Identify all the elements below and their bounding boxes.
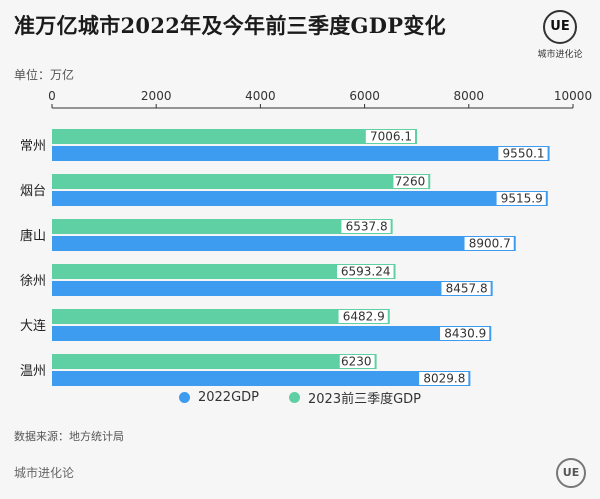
bar-2023-q3 xyxy=(52,219,393,234)
value-label-bg xyxy=(337,265,394,278)
value-label-bg xyxy=(393,175,429,188)
legend-swatch-2022 xyxy=(178,392,190,403)
value-label: 9550.1 xyxy=(503,147,545,161)
bar-2023-q3 xyxy=(52,129,418,144)
value-label-bg xyxy=(365,130,416,143)
bar-2023-q3 xyxy=(52,264,396,279)
bar-2022 xyxy=(52,146,550,161)
value-label: 6482.9 xyxy=(343,310,385,324)
value-label: 8029.8 xyxy=(423,372,465,386)
legend-item-2022: 2022GDP xyxy=(178,388,259,407)
bar-2023-q3 xyxy=(52,354,377,369)
category-label: 徐州 xyxy=(20,274,46,289)
bar-2022 xyxy=(52,236,516,251)
category-label: 大连 xyxy=(20,318,46,334)
value-label-bg xyxy=(496,192,546,205)
value-label: 6537.8 xyxy=(346,220,388,234)
bar-2022 xyxy=(52,326,492,341)
value-label: 8457.8 xyxy=(446,282,488,296)
bar-2023-q3 xyxy=(52,309,390,324)
value-label-bg xyxy=(440,327,490,340)
x-tick-label: 10000 xyxy=(554,89,592,103)
footer-logo-mark: UE xyxy=(556,458,586,488)
bar-2022 xyxy=(52,371,471,386)
value-label: 8900.7 xyxy=(469,237,511,251)
value-label-bg xyxy=(339,355,375,368)
legend-label-2023: 2023前三季度GDP xyxy=(308,392,422,407)
bar-2023-q3 xyxy=(52,174,431,189)
brand-logo-caption: 城市进化论 xyxy=(537,50,583,60)
chart-legend: 2022GDP 2023前三季度GDP xyxy=(0,388,600,407)
bar-chart: 0 2000 4000 6000 8000 10000 常州 7006.1 9550.1 烟台 72… xyxy=(20,89,592,386)
value-label-bg xyxy=(341,220,391,233)
value-label: 6593.24 xyxy=(341,265,391,279)
brand-logo-mark: UE xyxy=(543,10,577,44)
category-label: 唐山 xyxy=(20,228,46,244)
brand-logo: UE 城市进化论 xyxy=(529,10,591,60)
value-label: 7006.1 xyxy=(370,130,412,144)
legend-label-2022: 2022GDP xyxy=(197,390,259,405)
legend-swatch-2023 xyxy=(289,392,300,403)
x-tick-label: 8000 xyxy=(454,89,485,103)
value-label: 9515.9 xyxy=(501,192,543,206)
bar-2022 xyxy=(52,281,493,296)
legend-item-2023: 2023前三季度GDP xyxy=(289,388,421,407)
value-label-bg xyxy=(464,237,514,250)
x-tick-label: 0 xyxy=(48,89,56,103)
data-source: 数据来源：地方统计局 xyxy=(14,430,124,443)
unit-label: 单位：万亿 xyxy=(14,68,75,82)
bar-2022 xyxy=(52,191,548,206)
value-label-bg xyxy=(441,282,491,295)
value-label: 7260 xyxy=(395,175,426,189)
value-label: 6230 xyxy=(341,355,372,369)
footer-brand: 城市进化论 xyxy=(14,466,75,480)
category-label: 温州 xyxy=(20,364,46,379)
x-tick-label: 2000 xyxy=(141,89,172,103)
value-label: 8430.9 xyxy=(444,327,486,341)
category-label: 烟台 xyxy=(20,184,46,199)
category-label: 常州 xyxy=(20,139,46,154)
x-tick-label: 4000 xyxy=(245,89,276,103)
value-label-bg xyxy=(498,147,548,160)
value-label-bg xyxy=(419,372,469,385)
x-tick-label: 6000 xyxy=(349,89,380,103)
value-label-bg xyxy=(338,310,388,323)
chart-title: 准万亿城市2022年及今年前三季度GDP变化 xyxy=(14,13,446,38)
